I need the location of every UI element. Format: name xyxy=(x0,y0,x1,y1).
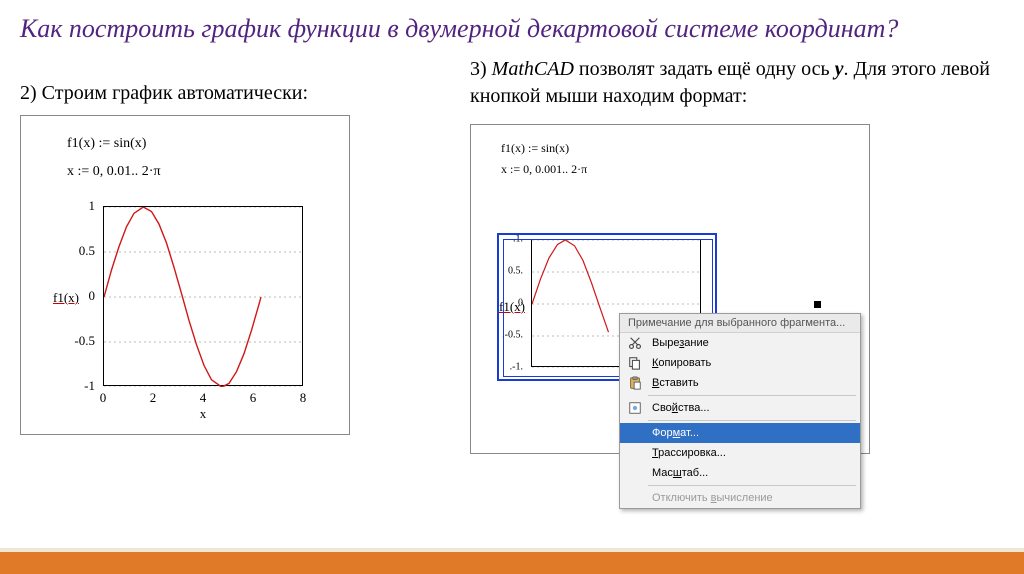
context-menu-item[interactable]: Формат... xyxy=(620,423,860,443)
blank-icon xyxy=(626,490,644,506)
context-menu-item-label: Вставить xyxy=(652,377,854,389)
left-column: 2) Строим график автоматически: f1(x) :=… xyxy=(20,52,460,454)
chart-left-xtick: 8 xyxy=(300,390,307,406)
props-icon xyxy=(626,400,644,416)
right-heading: 3) MathCAD позволят задать ещё одну ось … xyxy=(470,56,1000,110)
blank-icon xyxy=(626,465,644,481)
context-menu-item[interactable]: Копировать xyxy=(620,353,860,373)
context-menu-item[interactable]: Свойства... xyxy=(620,398,860,418)
chart-right-ytick: .-0.5. xyxy=(501,330,527,341)
chart-left-xtick: 0 xyxy=(100,390,107,406)
formula-range-right: x := 0, 0.001.. 2·π xyxy=(501,162,861,177)
chart-left-wrap: f1(x) -1-0.500.51 02468 x xyxy=(55,198,315,418)
chart-left-ytick: 0.5 xyxy=(67,243,99,259)
paste-icon xyxy=(626,375,644,391)
blank-icon xyxy=(626,445,644,461)
copy-icon xyxy=(626,355,644,371)
context-menu-item[interactable]: Вырезание xyxy=(620,333,860,353)
selection-handle[interactable] xyxy=(814,301,821,308)
chart-left-ytick: 1 xyxy=(67,198,99,214)
context-menu-item-label: Отключить вычисление xyxy=(652,492,854,504)
context-menu-item: Отключить вычисление xyxy=(620,488,860,508)
mathcad-panel-left: f1(x) := sin(x) x := 0, 0.01.. 2·π f1(x)… xyxy=(20,115,350,435)
context-menu-item[interactable]: Масштаб... xyxy=(620,463,860,483)
cut-icon xyxy=(626,335,644,351)
chart-right-ytick: .1. xyxy=(501,234,527,245)
chart-left-ytick: -1 xyxy=(67,378,99,394)
page-title: Как построить график функции в двумерной… xyxy=(0,0,1024,52)
context-menu-separator xyxy=(648,420,856,421)
context-menu-header: Примечание для выбранного фрагмента... xyxy=(620,314,860,333)
chart-left-xtick: 4 xyxy=(200,390,207,406)
context-menu: Примечание для выбранного фрагмента... В… xyxy=(619,313,861,509)
blank-icon xyxy=(626,425,644,441)
right-column: 3) MathCAD позволят задать ещё одну ось … xyxy=(460,52,1000,454)
context-menu-item-label: Вырезание xyxy=(652,337,854,349)
chart-right-ytick: .-1. xyxy=(501,362,527,373)
chart-left-xtick: 6 xyxy=(250,390,257,406)
context-menu-separator xyxy=(648,395,856,396)
formula-fn-right: f1(x) := sin(x) xyxy=(501,141,861,156)
context-menu-item-label: Копировать xyxy=(652,357,854,369)
chart-right-ytick: 0.5. xyxy=(501,266,527,277)
content-row: 2) Строим график автоматически: f1(x) :=… xyxy=(0,52,1024,454)
formula-fn-left: f1(x) := sin(x) xyxy=(67,136,323,152)
chart-left-ytick: 0 xyxy=(67,288,99,304)
chart-left-xlabel: x xyxy=(200,406,207,422)
context-menu-item[interactable]: Трассировка... xyxy=(620,443,860,463)
formula-range-left: x := 0, 0.01.. 2·π xyxy=(67,164,323,180)
chart-left-xtick: 2 xyxy=(150,390,157,406)
context-menu-item-label: Трассировка... xyxy=(652,447,854,459)
chart-right-ytick: 0 xyxy=(501,298,527,309)
context-menu-item[interactable]: Вставить xyxy=(620,373,860,393)
mathcad-panel-right: f1(x) := sin(x) x := 0, 0.001.. 2·π f1(x… xyxy=(470,124,870,454)
footer-bar xyxy=(0,548,1024,574)
context-menu-separator xyxy=(648,485,856,486)
chart-left xyxy=(103,206,303,386)
context-menu-item-label: Масштаб... xyxy=(652,467,854,479)
left-heading: 2) Строим график автоматически: xyxy=(20,82,460,105)
chart-left-ytick: -0.5 xyxy=(67,333,99,349)
context-menu-item-label: Формат... xyxy=(652,427,854,439)
context-menu-item-label: Свойства... xyxy=(652,402,854,414)
